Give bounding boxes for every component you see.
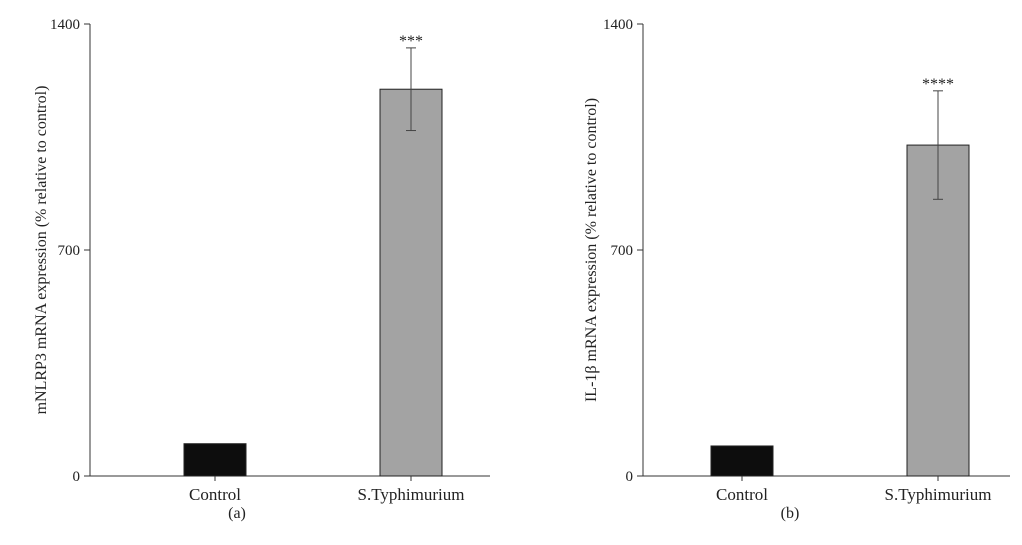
panel-label: (a) [228,505,246,522]
x-category-label: S.Typhimurium [358,485,465,504]
significance-marker: *** [399,33,423,50]
x-category-label: Control [716,485,768,504]
y-tick-label: 0 [626,469,634,485]
panel-label: (b) [781,505,800,522]
y-tick-label: 700 [611,243,634,259]
chart-panel-a: 0 700 1400 Control S.Typhimurium *** mNLRP3 mR… [33,17,490,522]
bar-s-typhimurium [379,88,443,477]
y-axis-title: mNLRP3 mRNA expression (% relative to co… [33,86,50,415]
y-tick-label: 0 [73,469,81,485]
bar-control [710,445,774,477]
chart-panel-b: 0 700 1400 Control S.Typhimurium **** IL-1β mR… [583,17,1010,522]
y-tick-label: 1400 [50,17,80,33]
y-axis-title: IL-1β mRNA expression (% relative to con… [583,98,600,402]
significance-marker: **** [922,76,954,93]
bar-control [183,443,247,477]
bar-s-typhimurium [906,144,970,477]
y-tick-label: 700 [58,243,81,259]
x-category-label: Control [189,485,241,504]
y-tick-label: 1400 [603,17,633,33]
x-category-label: S.Typhimurium [885,485,992,504]
